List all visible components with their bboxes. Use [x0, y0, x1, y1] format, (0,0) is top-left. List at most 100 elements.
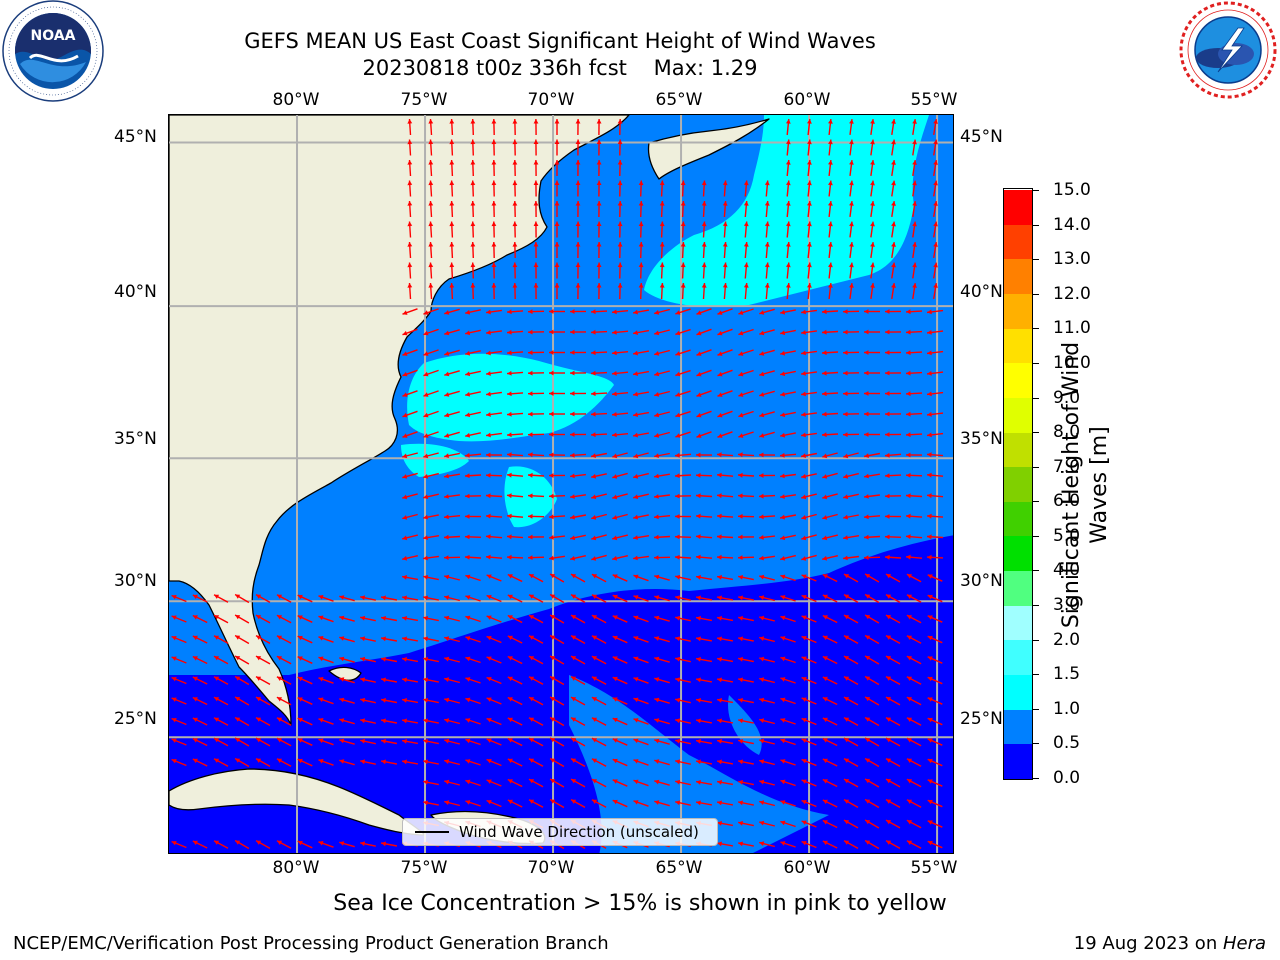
- wave-direction-arrowhead: [554, 201, 560, 206]
- wave-direction-arrowhead: [486, 800, 492, 805]
- wave-direction-arrowhead: [722, 262, 728, 268]
- wave-direction-arrowhead: [891, 160, 896, 165]
- wave-direction-arrowhead: [297, 758, 303, 764]
- wave-direction-arrowhead: [870, 119, 875, 124]
- wave-direction-arrowhead: [470, 283, 476, 288]
- wave-direction-arrowhead: [654, 574, 660, 580]
- wave-direction-arrowhead: [717, 800, 722, 806]
- wave-direction-arrowhead: [828, 180, 833, 186]
- wave-direction-arrowhead: [801, 309, 806, 315]
- wave-direction-arrowhead: [801, 779, 807, 784]
- wave-direction-arrowhead: [571, 738, 577, 743]
- wave-direction-arrowhead: [849, 283, 854, 288]
- wave-direction-arrowhead: [701, 262, 707, 268]
- colorbar-segment: [1004, 432, 1032, 468]
- wave-direction-arrowhead: [933, 201, 938, 206]
- wave-direction-arrowhead: [933, 119, 938, 124]
- wave-direction-arrowhead: [423, 739, 428, 744]
- wave-direction-arrowhead: [407, 201, 413, 206]
- wave-direction-arrowhead: [591, 656, 597, 661]
- wave-direction-arrowhead: [549, 493, 554, 499]
- top-lon-label: 65°W: [655, 90, 703, 110]
- wave-direction-arrowhead: [675, 615, 681, 621]
- colorbar-segment: [1004, 466, 1032, 502]
- wave-direction-arrowhead: [722, 201, 728, 206]
- wave-direction-arrowhead: [423, 780, 428, 785]
- wave-direction-arrowhead: [486, 432, 491, 438]
- wave-direction-arrowhead: [633, 309, 638, 315]
- wave-direction-arrowhead: [507, 758, 513, 764]
- wave-direction-arrowhead: [297, 840, 303, 846]
- wave-direction-arrowhead: [822, 474, 828, 479]
- wave-direction-arrowhead: [717, 657, 722, 662]
- wave-direction-arrowhead: [533, 221, 539, 226]
- colorbar-tick-mark: [1033, 328, 1039, 330]
- wave-direction-arrowhead: [865, 635, 871, 640]
- wave-direction-arrowhead: [638, 283, 644, 288]
- wave-direction-arrowhead: [571, 574, 577, 579]
- wave-direction-arrowhead: [507, 513, 512, 519]
- colorbar: [1003, 188, 1033, 780]
- wave-direction-arrowhead: [822, 717, 828, 723]
- wave-direction-arrowhead: [423, 657, 428, 662]
- colorbar-tick-label: 11.0: [1053, 318, 1091, 339]
- wave-direction-arrowhead: [885, 432, 890, 437]
- colorbar-tick-label: 10.0: [1053, 352, 1091, 373]
- wave-direction-arrowhead: [638, 221, 644, 227]
- wave-direction-arrowhead: [550, 676, 556, 681]
- wave-direction-arrowhead: [339, 656, 345, 662]
- wave-direction-arrowhead: [465, 656, 471, 662]
- wave-direction-arrowhead: [807, 283, 812, 288]
- wave-direction-arrowhead: [507, 452, 512, 458]
- wave-direction-arrowhead: [235, 738, 241, 743]
- colorbar-tick-mark: [1033, 259, 1039, 261]
- wave-direction-arrowhead: [696, 759, 701, 765]
- wave-direction-arrowhead: [738, 330, 744, 336]
- left-lat-label: 25°N: [114, 709, 157, 729]
- wave-direction-arrowhead: [927, 738, 933, 743]
- wave-direction-arrowhead: [675, 779, 681, 785]
- wave-direction-arrowhead: [743, 201, 749, 206]
- legend-line-swatch: [415, 831, 449, 833]
- wave-direction-arrowhead: [571, 697, 577, 702]
- wave-direction-arrowhead: [617, 119, 623, 124]
- wave-direction-arrowhead: [849, 242, 854, 247]
- wave-direction-arrowhead: [444, 800, 450, 805]
- wave-direction-arrowhead: [612, 697, 618, 702]
- colorbar-segment: [1004, 639, 1032, 676]
- wave-direction-arrowhead: [491, 160, 497, 165]
- wave-direction-arrowhead: [927, 432, 932, 438]
- wave-direction-arrowhead: [444, 574, 450, 580]
- wave-direction-arrowhead: [738, 493, 743, 499]
- wave-direction-arrowhead: [844, 615, 850, 620]
- wave-direction-arrowhead: [864, 432, 869, 437]
- wave-direction-arrowhead: [865, 840, 871, 845]
- wave-direction-arrowhead: [617, 242, 623, 247]
- wave-direction-arrowhead: [444, 595, 450, 600]
- wave-direction-arrowhead: [927, 574, 933, 579]
- wave-direction-arrowhead: [906, 309, 911, 315]
- wave-direction-arrowhead: [701, 283, 707, 288]
- colorbar-tick-mark: [1033, 708, 1039, 710]
- wave-direction-arrowhead: [360, 677, 366, 683]
- wave-direction-arrowhead: [828, 201, 833, 206]
- wave-direction-arrowhead: [849, 201, 854, 206]
- wave-direction-arrowhead: [570, 370, 575, 376]
- wave-direction-arrowhead: [738, 636, 743, 642]
- wave-direction-arrowhead: [696, 616, 701, 621]
- wave-direction-arrowhead: [507, 329, 512, 335]
- bottom-lon-label: 65°W: [655, 858, 703, 878]
- wave-direction-arrowhead: [528, 391, 533, 396]
- wave-direction-arrowhead: [486, 595, 492, 600]
- wave-direction-arrowhead: [507, 432, 512, 438]
- wave-direction-arrowhead: [465, 718, 471, 723]
- wave-direction-arrowhead: [449, 180, 455, 186]
- map-legend: Wind Wave Direction (unscaled): [402, 818, 718, 846]
- wave-direction-arrowhead: [849, 119, 854, 124]
- wave-direction-arrowhead: [675, 392, 681, 397]
- wave-direction-arrowhead: [449, 221, 455, 227]
- wave-direction-arrowhead: [659, 283, 665, 288]
- wave-direction-arrowhead: [906, 329, 911, 335]
- wave-direction-arrowhead: [759, 351, 765, 356]
- wave-direction-arrowhead: [533, 201, 539, 206]
